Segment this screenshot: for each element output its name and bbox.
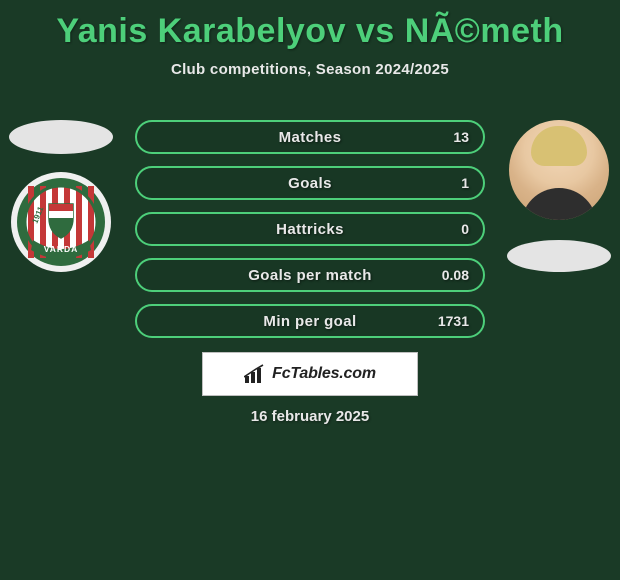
stat-label: Min per goal — [263, 313, 356, 330]
stat-value-right: 1 — [461, 175, 469, 191]
stat-row-gpm: Goals per match 0.08 — [135, 258, 485, 292]
brand-text: FcTables.com — [272, 365, 376, 383]
club-badge-icon: 1911 VARDA — [11, 172, 111, 272]
stat-row-goals: Goals 1 — [135, 166, 485, 200]
date-text: 16 february 2025 — [0, 408, 620, 425]
stat-label: Goals per match — [248, 267, 372, 284]
stat-row-mpg: Min per goal 1731 — [135, 304, 485, 338]
brand-box: FcTables.com — [202, 352, 418, 396]
stat-value-right: 0.08 — [442, 267, 469, 283]
left-club-badge: 1911 VARDA — [11, 172, 111, 272]
stat-row-hattricks: Hattricks 0 — [135, 212, 485, 246]
svg-text:VARDA: VARDA — [44, 244, 79, 254]
bar-chart-icon — [244, 364, 266, 384]
stat-label: Goals — [288, 175, 332, 192]
stat-value-right: 13 — [453, 129, 469, 145]
subtitle: Club competitions, Season 2024/2025 — [0, 61, 620, 78]
stat-row-matches: Matches 13 — [135, 120, 485, 154]
stat-label: Hattricks — [276, 221, 344, 238]
stat-label: Matches — [279, 129, 342, 146]
right-club-placeholder — [507, 240, 611, 272]
page-title: Yanis Karabelyov vs NÃ©meth — [0, 0, 620, 51]
stats-list: Matches 13 Goals 1 Hattricks 0 Goals per… — [135, 120, 485, 338]
right-player-column — [504, 120, 614, 272]
stat-value-right: 0 — [461, 221, 469, 237]
stat-value-right: 1731 — [438, 313, 469, 329]
left-player-column: 1911 VARDA — [6, 120, 116, 272]
left-player-placeholder — [9, 120, 113, 154]
right-player-avatar — [509, 120, 609, 220]
